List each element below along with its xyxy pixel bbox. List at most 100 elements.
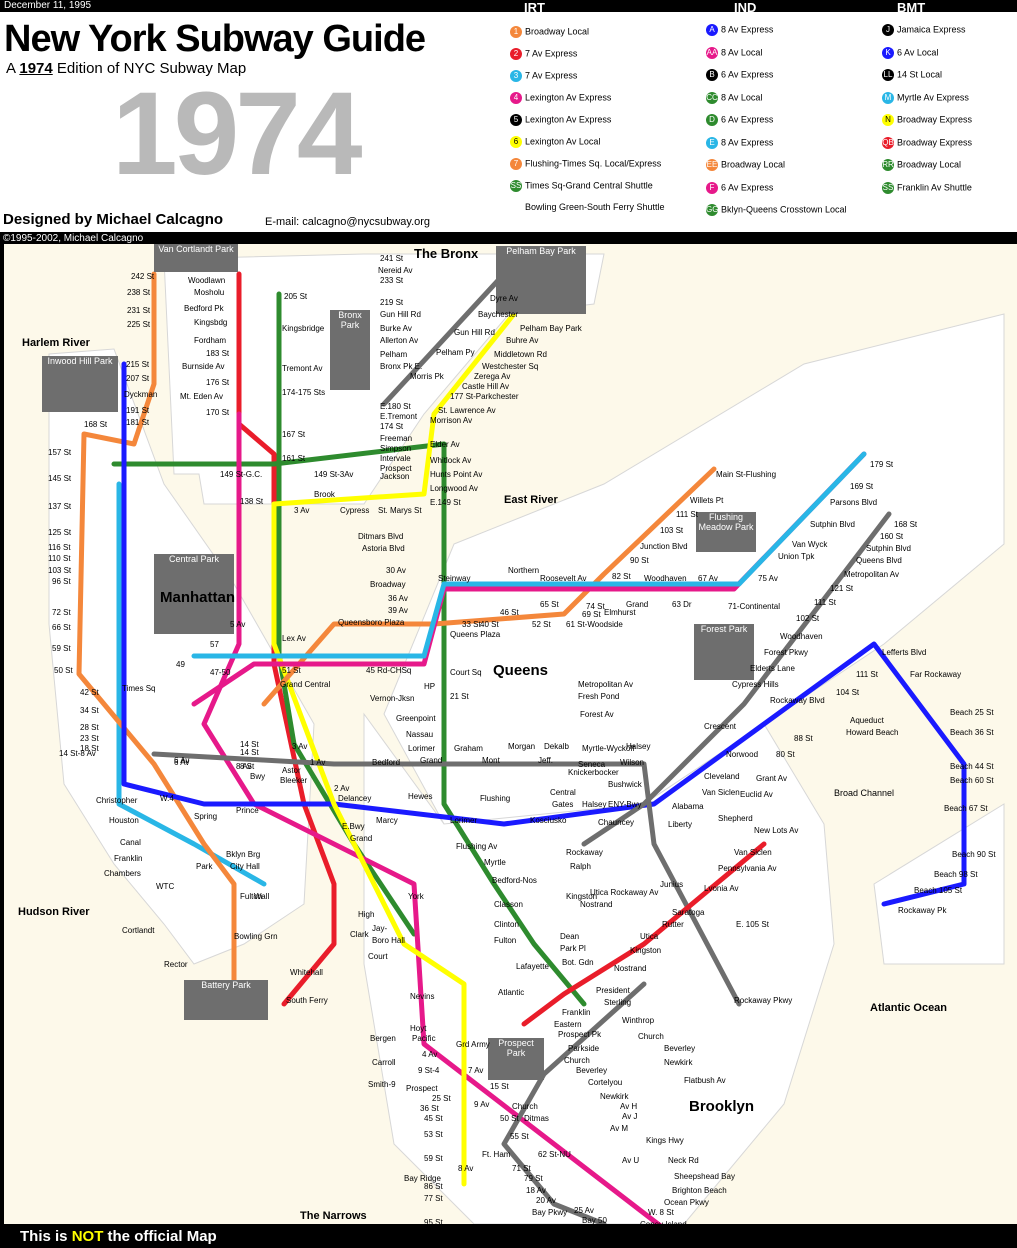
station-label[interactable]: Pennsylvania Av [718, 864, 777, 873]
station-label[interactable]: Nostrand [614, 964, 647, 973]
station-label[interactable]: Burke Av [380, 324, 412, 333]
station-label[interactable]: Norwood [726, 750, 759, 759]
station-label[interactable]: 51 St [282, 666, 301, 675]
station-label[interactable]: 9 Av [474, 1100, 490, 1109]
station-label[interactable]: Lafayette [516, 962, 549, 971]
station-label[interactable]: Burnside Av [182, 362, 225, 371]
station-label[interactable]: Prospect [406, 1084, 438, 1093]
station-label[interactable]: Hunts Point Av [430, 470, 483, 479]
station-label[interactable]: Intervale [380, 454, 411, 463]
station-label[interactable]: 157 St [48, 448, 72, 457]
station-label[interactable]: Gun Hill Rd [454, 328, 495, 337]
station-label[interactable]: Willets Pt [690, 496, 724, 505]
station-label[interactable]: 33 St [462, 620, 481, 629]
station-label[interactable]: 71-Continental [728, 602, 781, 611]
station-label[interactable]: Grd Army [456, 1040, 490, 1049]
station-label[interactable]: Metropolitan Av [578, 680, 633, 689]
station-label[interactable]: Kosciusko [530, 816, 567, 825]
station-label[interactable]: Graham [454, 744, 483, 753]
station-label[interactable]: 231 St [127, 306, 151, 315]
station-label[interactable]: 71 St [512, 1164, 531, 1173]
station-label[interactable]: Kingsbdg [194, 318, 228, 327]
station-label[interactable]: Parsons Blvd [830, 498, 878, 507]
station-label[interactable]: 103 St [48, 566, 72, 575]
station-label[interactable]: Houston [109, 816, 139, 825]
station-label[interactable]: 49 [176, 660, 185, 669]
station-label[interactable]: 111 St [814, 598, 836, 607]
station-label[interactable]: 177 St-Parkchester [450, 392, 519, 401]
station-label[interactable]: 34 St [80, 706, 99, 715]
station-label[interactable]: 174 St [380, 422, 404, 431]
station-label[interactable]: Rutter [662, 920, 684, 929]
station-label[interactable]: Beach 90 St [952, 850, 996, 859]
station-label[interactable]: 137 St [48, 502, 72, 511]
station-label[interactable]: 6 Av [174, 758, 190, 767]
station-label[interactable]: Mt. Eden Av [180, 392, 223, 401]
station-label[interactable]: Bklyn Brg [226, 850, 261, 859]
station-label[interactable]: Roosevelt Av [540, 574, 587, 583]
station-label[interactable]: Bot. Gdn [562, 958, 594, 967]
station-label[interactable]: 95 St [424, 1218, 443, 1224]
station-label[interactable]: Atlantic [498, 988, 525, 997]
station-label[interactable]: Nereid Av [378, 266, 413, 275]
station-label[interactable]: Av U [622, 1156, 640, 1165]
station-label[interactable]: Lefferts Blvd [882, 648, 927, 657]
station-label[interactable]: Ft. Ham [482, 1150, 511, 1159]
station-label[interactable]: 14 St [240, 740, 259, 749]
station-label[interactable]: Fresh Pond [578, 692, 620, 701]
station-label[interactable]: Saratoga [672, 908, 705, 917]
station-label[interactable]: Buhre Av [506, 336, 539, 345]
station-label[interactable]: Broadway [370, 580, 406, 589]
station-label[interactable]: 96 St [52, 577, 71, 586]
station-label[interactable]: Bedford [372, 758, 401, 767]
station-label[interactable]: Middletown Rd [494, 350, 547, 359]
station-label[interactable]: 79 St [524, 1174, 543, 1183]
station-label[interactable]: Fordham [194, 336, 227, 345]
station-label[interactable]: Rockaway [566, 848, 603, 857]
station-label[interactable]: 183 St [206, 349, 230, 358]
station-label[interactable]: Shepherd [718, 814, 753, 823]
station-label[interactable]: 57 [210, 640, 219, 649]
station-label[interactable]: Beach 98 St [934, 870, 978, 879]
station-label[interactable]: Myrtle-Wyckoff [582, 744, 635, 753]
station-label[interactable]: Northern [508, 566, 540, 575]
station-label[interactable]: 75 Av [758, 574, 778, 583]
station-label[interactable]: Newkirk [600, 1092, 629, 1101]
station-label[interactable]: W. 8 St [648, 1208, 674, 1217]
station-label[interactable]: South Ferry [286, 996, 328, 1005]
station-label[interactable]: Brighton Beach [672, 1186, 727, 1195]
station-label[interactable]: Beverley [576, 1066, 608, 1075]
station-label[interactable]: Dean [560, 932, 580, 941]
station-label[interactable]: Freeman [380, 434, 413, 443]
station-label[interactable]: Halsey [582, 800, 607, 809]
station-label[interactable]: 181 St [126, 418, 150, 427]
station-label[interactable]: 90 St [630, 556, 649, 565]
station-label[interactable]: Seneca [578, 760, 606, 769]
station-label[interactable]: Simpson [380, 444, 412, 453]
station-label[interactable]: Marcy [376, 816, 398, 825]
station-label[interactable]: Clinton [494, 920, 519, 929]
station-label[interactable]: 111 St [676, 510, 698, 519]
station-label[interactable]: Bay Ridge [404, 1174, 441, 1183]
station-label[interactable]: City Hall [230, 862, 260, 871]
station-label[interactable]: 102 St [796, 614, 820, 623]
station-label[interactable]: Greenpoint [396, 714, 436, 723]
station-label[interactable]: 225 St [127, 320, 151, 329]
station-label[interactable]: 8 St [240, 762, 255, 771]
station-label[interactable]: Myrtle [484, 858, 506, 867]
station-label[interactable]: 3 Av [292, 742, 308, 751]
station-label[interactable]: 110 St [48, 554, 71, 563]
station-label[interactable]: E.149 St [430, 498, 461, 507]
station-label[interactable]: 45 St [424, 1114, 443, 1123]
station-label[interactable]: ENY-Bwy [608, 800, 642, 809]
station-label[interactable]: Mosholu [194, 288, 225, 297]
station-label[interactable]: Court [368, 952, 388, 961]
station-label[interactable]: 30 Av [386, 566, 406, 575]
station-label[interactable]: Rockaway Blvd [770, 696, 825, 705]
station-label[interactable]: Whitehall [290, 968, 323, 977]
station-label[interactable]: Dekalb [544, 742, 569, 751]
station-label[interactable]: 21 St [450, 692, 469, 701]
station-label[interactable]: 69 St [582, 610, 601, 619]
station-label[interactable]: 168 St [84, 420, 108, 429]
station-label[interactable]: 145 St [48, 474, 72, 483]
